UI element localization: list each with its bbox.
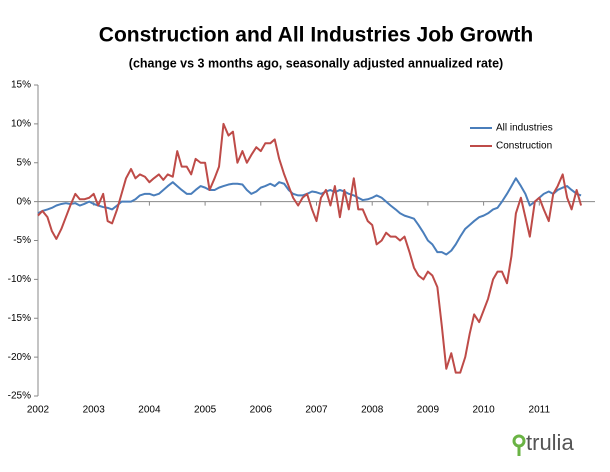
x-tick-label: 2002 bbox=[27, 405, 50, 416]
x-tick-label: 2010 bbox=[472, 405, 495, 416]
y-tick-label: 5% bbox=[17, 157, 32, 168]
x-tick-label: 2009 bbox=[417, 405, 440, 416]
logo-text: trulia bbox=[526, 430, 574, 455]
x-tick-label: 2011 bbox=[529, 405, 551, 416]
y-tick-label: 15% bbox=[11, 80, 31, 91]
series-line bbox=[37, 177, 582, 256]
y-tick-label: -20% bbox=[8, 352, 31, 363]
logo-icon bbox=[512, 434, 526, 456]
x-tick-label: 2006 bbox=[250, 405, 273, 416]
legend-label: All industries bbox=[496, 123, 553, 134]
y-tick-label: -15% bbox=[8, 313, 31, 324]
chart-title: Construction and All Industries Job Grow… bbox=[99, 24, 533, 47]
y-tick-label: -5% bbox=[13, 235, 31, 246]
y-tick-label: 0% bbox=[17, 196, 32, 207]
y-tick-label: 10% bbox=[11, 119, 31, 130]
legend-label: Construction bbox=[496, 141, 552, 152]
y-tick-label: -25% bbox=[8, 391, 31, 402]
x-tick-label: 2005 bbox=[194, 405, 217, 416]
series-line bbox=[37, 122, 583, 374]
y-tick-label: -10% bbox=[8, 274, 31, 285]
x-tick-label: 2008 bbox=[361, 405, 384, 416]
x-tick-label: 2007 bbox=[305, 405, 328, 416]
x-tick-label: 2003 bbox=[83, 405, 106, 416]
x-tick-label: 2004 bbox=[138, 405, 161, 416]
chart-subtitle: (change vs 3 months ago, seasonally adju… bbox=[129, 56, 503, 70]
